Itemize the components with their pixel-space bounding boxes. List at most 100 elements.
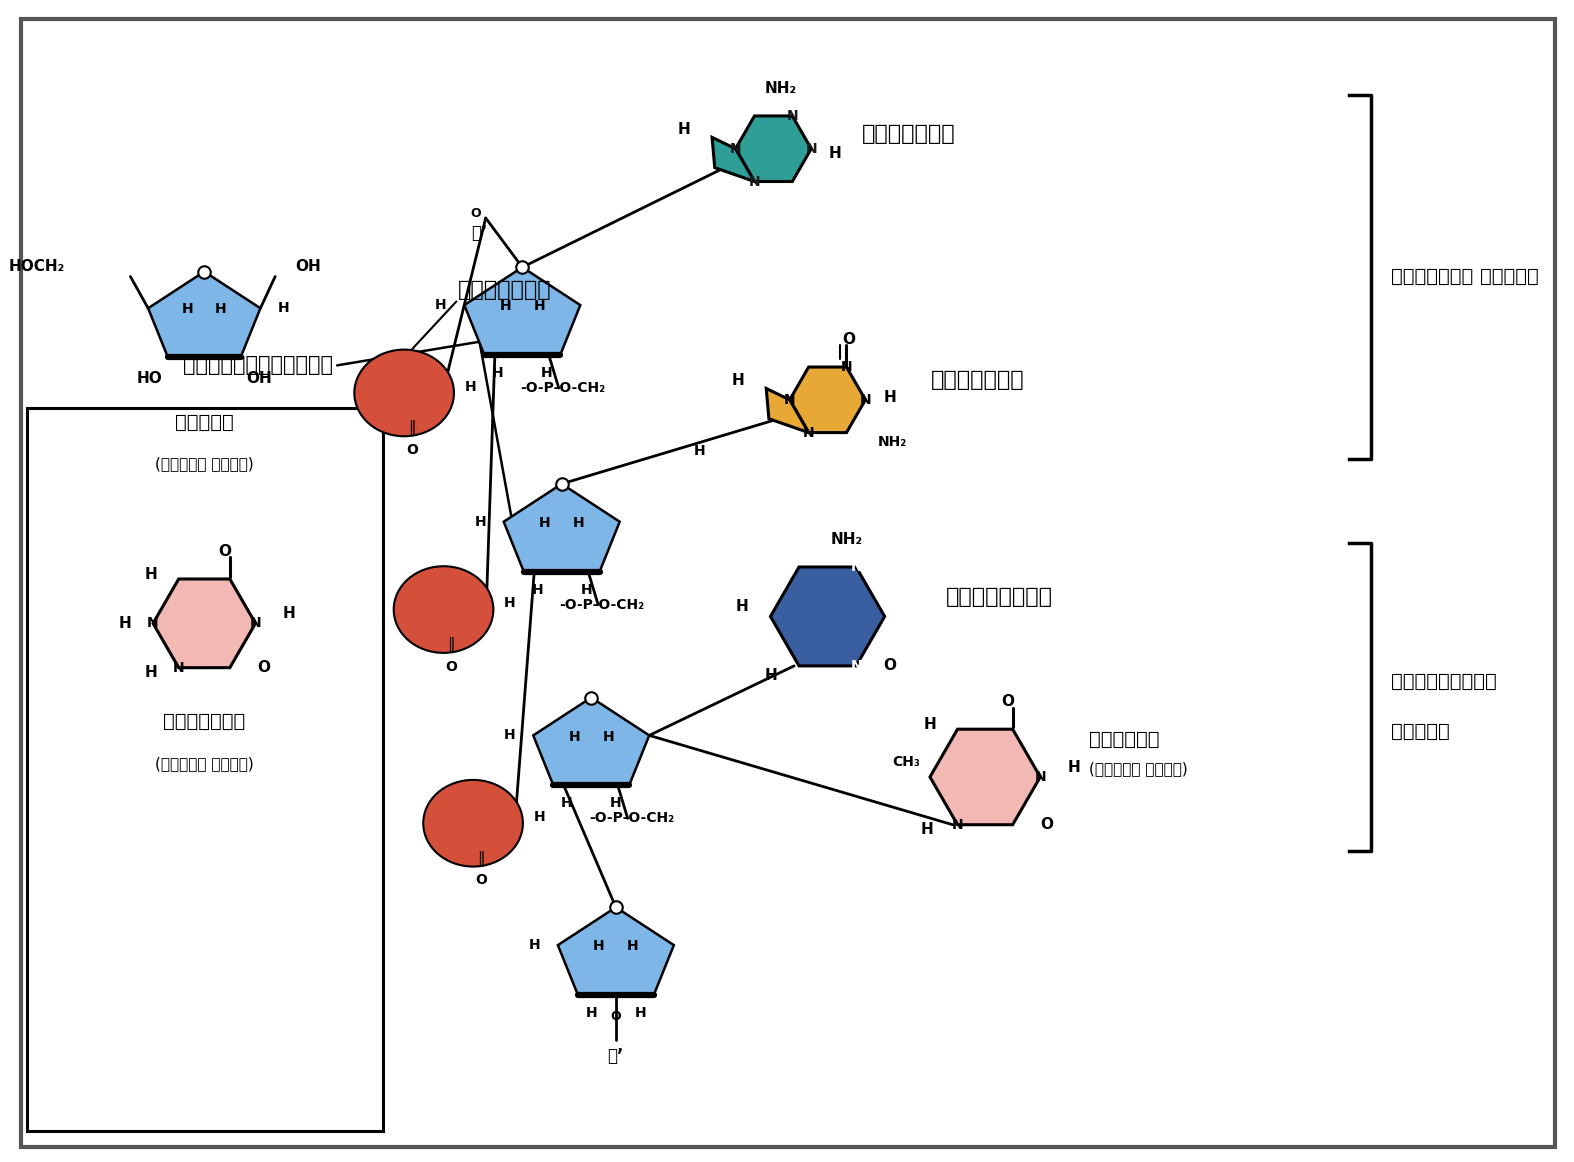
Text: N: N bbox=[850, 560, 863, 574]
Text: O: O bbox=[445, 660, 458, 674]
Text: H: H bbox=[694, 444, 705, 458]
Polygon shape bbox=[735, 116, 811, 181]
Text: OH: OH bbox=[246, 371, 272, 386]
Polygon shape bbox=[534, 697, 648, 786]
Text: H: H bbox=[493, 366, 504, 380]
Polygon shape bbox=[767, 388, 809, 432]
Polygon shape bbox=[148, 272, 260, 357]
Text: H: H bbox=[504, 729, 516, 743]
Text: H: H bbox=[534, 300, 545, 314]
Text: HO: HO bbox=[137, 371, 162, 386]
Text: N: N bbox=[1034, 770, 1047, 784]
Text: N: N bbox=[859, 393, 872, 407]
Text: H: H bbox=[603, 730, 614, 744]
Text: थायमीन: थायमीन bbox=[1089, 730, 1158, 749]
Text: H: H bbox=[593, 939, 604, 953]
Ellipse shape bbox=[354, 350, 453, 436]
Text: H: H bbox=[499, 300, 512, 314]
Text: H: H bbox=[532, 582, 543, 596]
Text: N: N bbox=[148, 616, 159, 630]
Text: H: H bbox=[216, 302, 227, 316]
Text: H: H bbox=[118, 616, 131, 631]
Text: H: H bbox=[678, 122, 691, 137]
Text: युरँसील: युरँसील bbox=[164, 712, 246, 731]
Text: H: H bbox=[581, 582, 592, 596]
Text: H: H bbox=[279, 301, 290, 315]
Text: H: H bbox=[883, 390, 896, 406]
Text: N: N bbox=[952, 818, 963, 832]
Text: ‖: ‖ bbox=[408, 421, 416, 437]
Text: NH₂: NH₂ bbox=[765, 81, 796, 96]
Text: डीऑक्सिरिबोज: डीऑक्सिरिबोज bbox=[183, 356, 334, 375]
Text: रिबोज: रिबोज bbox=[175, 413, 233, 432]
Text: H: H bbox=[829, 146, 842, 162]
Text: H: H bbox=[145, 567, 157, 581]
Text: O: O bbox=[1001, 694, 1014, 709]
Polygon shape bbox=[464, 267, 581, 356]
Text: -O-P-O-CH₂: -O-P-O-CH₂ bbox=[589, 811, 674, 825]
Text: H: H bbox=[626, 939, 639, 953]
Text: ३’: ३’ bbox=[608, 1047, 623, 1066]
Text: N: N bbox=[730, 142, 741, 156]
Text: H: H bbox=[732, 373, 745, 388]
Polygon shape bbox=[711, 137, 754, 181]
Text: -O-P-O-CH₂: -O-P-O-CH₂ bbox=[521, 381, 606, 395]
Text: H: H bbox=[921, 823, 933, 837]
Text: H: H bbox=[183, 302, 194, 316]
Text: N: N bbox=[803, 425, 814, 439]
Text: O: O bbox=[883, 659, 897, 674]
Polygon shape bbox=[790, 367, 866, 432]
Text: (डीएनए मधील): (डीएनए मधील) bbox=[1089, 761, 1187, 776]
Text: N: N bbox=[250, 616, 261, 630]
Text: N: N bbox=[787, 109, 798, 123]
Text: ‖: ‖ bbox=[447, 637, 455, 653]
Text: N: N bbox=[749, 174, 760, 188]
Text: H: H bbox=[1067, 760, 1081, 775]
Polygon shape bbox=[770, 567, 885, 666]
Polygon shape bbox=[153, 579, 255, 668]
Text: NH₂: NH₂ bbox=[829, 532, 863, 547]
Text: प्युरिन आधारक: प्युरिन आधारक bbox=[1391, 267, 1538, 286]
Text: H: H bbox=[145, 665, 157, 680]
Text: -O-P-O-CH₂: -O-P-O-CH₂ bbox=[560, 597, 645, 611]
Text: O: O bbox=[1040, 817, 1053, 832]
Text: H: H bbox=[573, 516, 584, 530]
Ellipse shape bbox=[423, 780, 523, 867]
Text: H: H bbox=[534, 810, 545, 824]
Text: H: H bbox=[765, 668, 778, 683]
Polygon shape bbox=[557, 908, 674, 995]
Text: HOCH₂: HOCH₂ bbox=[8, 259, 65, 274]
Text: O: O bbox=[258, 660, 271, 675]
Text: OH: OH bbox=[294, 259, 321, 274]
Text: H: H bbox=[464, 380, 477, 394]
Text: CH₃: CH₃ bbox=[892, 755, 921, 769]
Text: H: H bbox=[538, 516, 551, 530]
Text: O: O bbox=[611, 1010, 622, 1024]
Text: N: N bbox=[806, 142, 817, 156]
Text: N: N bbox=[850, 659, 863, 673]
Text: H: H bbox=[504, 596, 516, 610]
Text: N: N bbox=[841, 360, 852, 374]
Text: H: H bbox=[568, 730, 579, 744]
Text: O: O bbox=[475, 874, 486, 888]
Text: H: H bbox=[737, 600, 749, 614]
Text: आधारक: आधारक bbox=[1391, 722, 1450, 740]
Text: H: H bbox=[560, 796, 573, 810]
Text: H: H bbox=[634, 1006, 645, 1020]
Text: अँडेनीन: अँडेनीन bbox=[863, 124, 955, 144]
Text: सायटोसीन: सायटोसीन bbox=[946, 587, 1053, 607]
Text: N: N bbox=[784, 393, 795, 407]
FancyBboxPatch shape bbox=[27, 408, 384, 1132]
Text: O: O bbox=[219, 544, 231, 559]
Text: H: H bbox=[283, 607, 296, 621]
Text: H: H bbox=[474, 515, 486, 529]
Text: ৫’: ৫’ bbox=[471, 224, 488, 242]
Text: H: H bbox=[434, 299, 447, 313]
Text: फॉस्फेट: फॉस्फेट bbox=[458, 280, 552, 300]
Text: (आरएनए मधील): (आरएनए मधील) bbox=[154, 457, 253, 472]
Text: O: O bbox=[471, 207, 480, 220]
Text: O: O bbox=[406, 443, 419, 457]
Text: H: H bbox=[922, 717, 937, 732]
Text: H: H bbox=[541, 366, 552, 380]
Polygon shape bbox=[504, 483, 620, 572]
